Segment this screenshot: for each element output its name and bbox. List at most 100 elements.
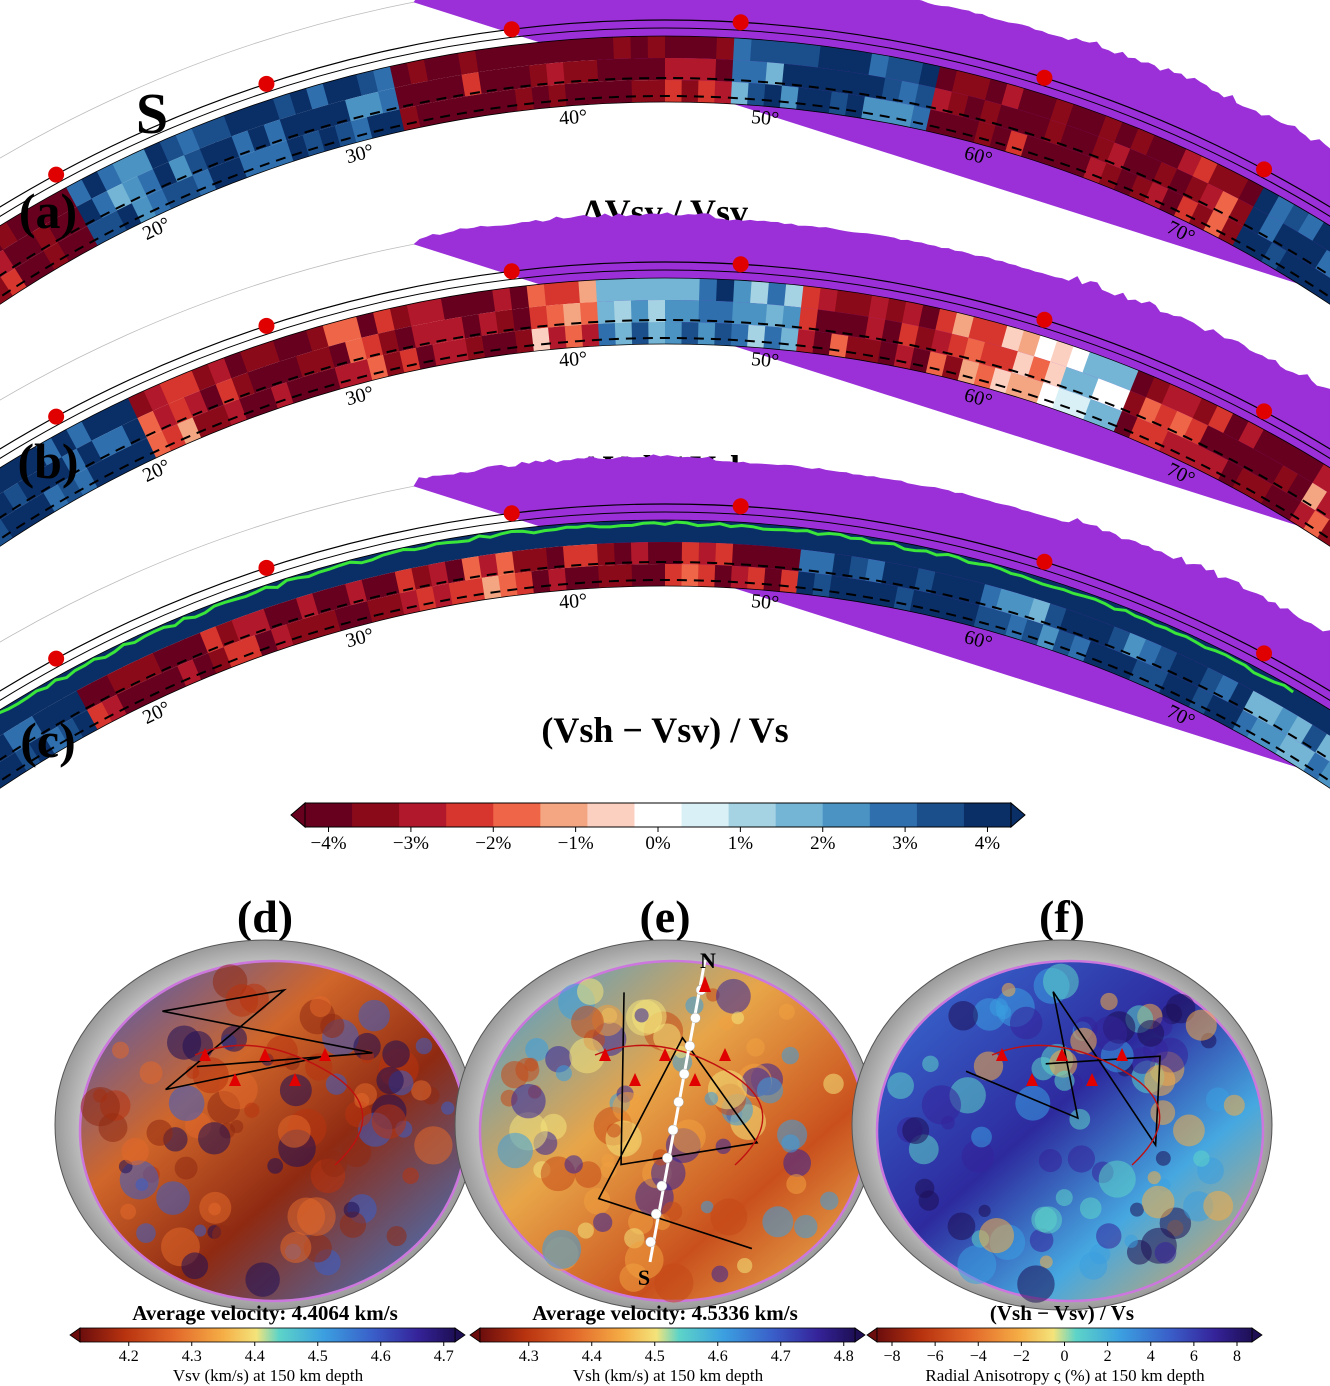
anomaly-cell bbox=[514, 571, 535, 596]
anomaly-cell bbox=[478, 69, 500, 94]
anomaly-cell bbox=[614, 322, 634, 346]
anomaly-cell bbox=[1312, 222, 1330, 251]
profile-point bbox=[673, 1096, 684, 1108]
anomaly-cell bbox=[61, 448, 88, 477]
anomaly-cell bbox=[428, 561, 450, 587]
anomaly-cell bbox=[877, 99, 899, 125]
anomaly-cell bbox=[815, 309, 836, 334]
colorbar-tick-label: 3% bbox=[892, 833, 918, 854]
anomaly-cell bbox=[750, 38, 770, 63]
panel-label: (e) bbox=[639, 891, 690, 942]
volcano-icon bbox=[599, 1048, 611, 1061]
anomaly-cell bbox=[1232, 226, 1259, 254]
anomaly-cell bbox=[747, 566, 767, 591]
map-caption: Average velocity: 4.5336 km/s bbox=[532, 1301, 798, 1325]
anomaly-cell bbox=[361, 333, 385, 360]
map-texture bbox=[382, 1040, 410, 1068]
anomaly-cell bbox=[963, 579, 987, 606]
map-texture bbox=[1017, 1265, 1055, 1303]
anomaly-cell bbox=[545, 546, 566, 570]
anomaly-cell bbox=[318, 609, 342, 636]
map-texture bbox=[571, 1005, 604, 1039]
anomaly-cell bbox=[834, 47, 857, 73]
map-texture bbox=[386, 1226, 407, 1247]
anomaly-cell bbox=[909, 589, 932, 616]
anomaly-cell bbox=[1289, 259, 1317, 288]
anomaly-cell bbox=[630, 278, 650, 301]
anomaly-cell bbox=[350, 600, 374, 627]
colorbar-tick-label: −4 bbox=[970, 1348, 987, 1365]
colorbar-swatch bbox=[963, 803, 1012, 827]
anomaly-cell bbox=[1303, 752, 1330, 781]
anomaly-cell bbox=[979, 342, 1003, 369]
anomaly-cell bbox=[72, 225, 99, 254]
anomaly-cell bbox=[697, 564, 717, 588]
colorbar-tick-label: −2% bbox=[475, 833, 511, 854]
anomaly-cell bbox=[699, 278, 719, 302]
anomaly-cell bbox=[595, 37, 615, 60]
map-texture bbox=[777, 1119, 808, 1150]
colorbar-tick-label: 0 bbox=[1061, 1348, 1069, 1365]
anomaly-cell bbox=[598, 322, 617, 346]
anomaly-cell bbox=[366, 354, 390, 381]
anomaly-cell bbox=[731, 543, 752, 567]
anomaly-cell bbox=[765, 304, 786, 328]
anomaly-cell bbox=[665, 520, 684, 543]
anomaly-cell bbox=[444, 74, 467, 100]
anomaly-cell bbox=[897, 564, 920, 591]
anomaly-cell bbox=[579, 59, 600, 83]
anomaly-cell bbox=[781, 63, 803, 88]
anomaly-cell bbox=[893, 102, 916, 128]
anomaly-cell bbox=[334, 121, 358, 147]
colorbar-tick-label: 4.6 bbox=[371, 1348, 391, 1365]
anomaly-cell bbox=[440, 52, 463, 78]
anomaly-cell bbox=[614, 564, 634, 588]
map-texture bbox=[371, 1104, 407, 1139]
map-texture bbox=[978, 1204, 991, 1218]
anomaly-cell bbox=[1283, 204, 1311, 233]
anomaly-cell bbox=[312, 346, 336, 373]
anomaly-cell bbox=[1253, 429, 1281, 458]
anomaly-cell bbox=[415, 102, 438, 128]
colorbar-tick-label: 2 bbox=[1104, 1348, 1112, 1365]
anomaly-cell bbox=[562, 60, 583, 85]
profile-marker bbox=[732, 498, 749, 515]
anomaly-cell bbox=[747, 324, 767, 349]
anomaly-cell bbox=[630, 300, 650, 323]
colorbar-tick-label: −3% bbox=[393, 833, 429, 854]
anomaly-cell bbox=[61, 690, 88, 719]
anomaly-cell bbox=[3, 482, 30, 511]
map-texture bbox=[1029, 1228, 1054, 1253]
profile-marker bbox=[258, 75, 275, 92]
anomaly-cell bbox=[461, 71, 483, 97]
anomaly-cell bbox=[930, 571, 953, 598]
anomaly-cell bbox=[514, 87, 535, 112]
anomaly-cell bbox=[0, 491, 16, 520]
volcano-icon bbox=[1026, 1073, 1038, 1086]
profile-marker bbox=[1036, 553, 1053, 570]
anomaly-cell bbox=[17, 473, 45, 502]
anomaly-cell bbox=[779, 327, 800, 352]
anomaly-cell bbox=[478, 311, 500, 336]
profile-point bbox=[645, 1236, 656, 1248]
anomaly-cell bbox=[328, 99, 352, 126]
anomaly-cell bbox=[0, 463, 19, 492]
colorbar-swatch bbox=[869, 803, 918, 827]
anomaly-cell bbox=[512, 65, 533, 90]
map-caption: (Vsh − Vsv) / Vs bbox=[990, 1301, 1134, 1325]
anomaly-cell bbox=[748, 60, 769, 85]
map-texture bbox=[1165, 993, 1196, 1024]
map-texture bbox=[577, 1222, 594, 1239]
anomaly-cell bbox=[784, 41, 805, 66]
colorbar-high-arrow bbox=[1251, 1327, 1263, 1343]
fault-lines bbox=[991, 1044, 1161, 1166]
anomaly-cell bbox=[322, 78, 347, 105]
anomaly-cell bbox=[356, 70, 380, 96]
anomaly-cell bbox=[564, 566, 584, 591]
anomaly-cell bbox=[648, 564, 667, 587]
anomaly-cell bbox=[389, 62, 413, 88]
profile-marker bbox=[1036, 311, 1053, 328]
anomaly-cell bbox=[509, 285, 531, 310]
cross-section-a: 10°20°30°40°50°60°70°80°0°90°0410660Dept… bbox=[0, 0, 1330, 305]
anomaly-cell bbox=[647, 57, 667, 81]
